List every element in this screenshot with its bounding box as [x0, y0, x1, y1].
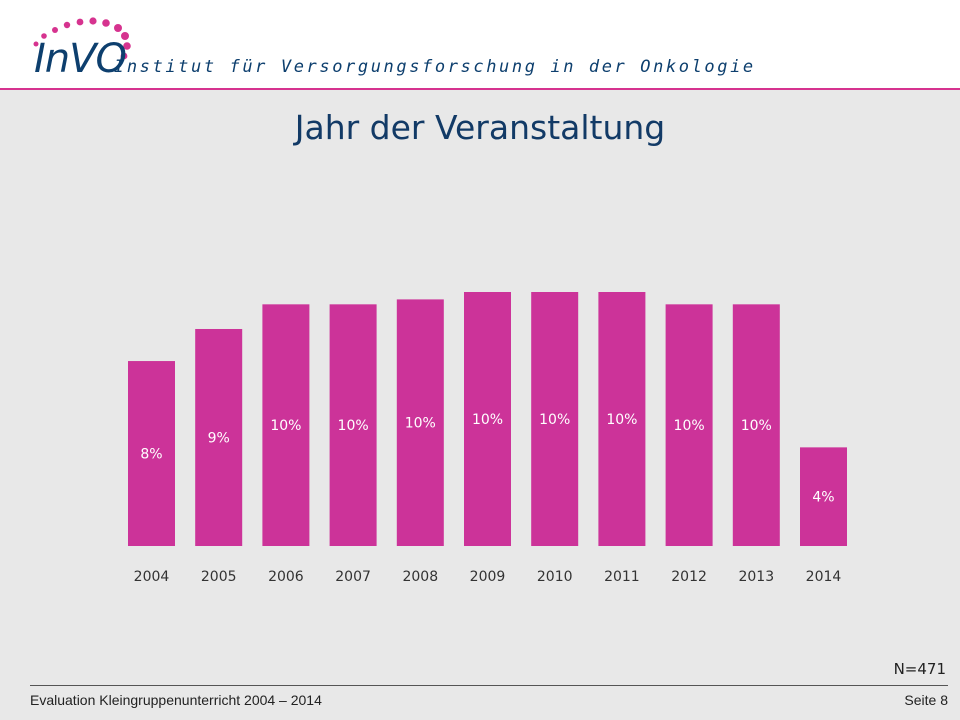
- data-label-2013: 10%: [741, 418, 772, 434]
- footer-divider: [30, 685, 948, 686]
- bar-2012: [665, 304, 713, 546]
- data-label-2010: 10%: [539, 412, 570, 428]
- data-label-2009: 10%: [472, 412, 503, 428]
- page-number: Seite 8: [904, 692, 948, 708]
- header-divider: [0, 88, 960, 90]
- x-tick-2007: 2007: [335, 569, 371, 585]
- data-label-2007: 10%: [338, 418, 369, 434]
- bar-2004: [128, 361, 175, 546]
- bar-2007: [329, 304, 377, 546]
- bar-2006: [262, 304, 310, 546]
- x-tick-2013: 2013: [738, 569, 774, 585]
- sample-size-label: N=471: [893, 660, 946, 678]
- bar-2014: [800, 447, 847, 546]
- bar-2013: [732, 304, 780, 546]
- x-tick-2004: 2004: [134, 569, 170, 585]
- data-label-2006: 10%: [270, 418, 301, 434]
- data-label-2014: 4%: [812, 490, 834, 506]
- bar-2010: [531, 292, 579, 546]
- x-tick-2008: 2008: [402, 569, 438, 585]
- footer-title: Evaluation Kleingruppenunterricht 2004 –…: [30, 692, 322, 708]
- bar-2005: [195, 328, 243, 546]
- x-tick-2012: 2012: [671, 569, 707, 585]
- x-tick-2009: 2009: [470, 569, 506, 585]
- data-label-2005: 9%: [208, 430, 230, 446]
- x-tick-2014: 2014: [806, 569, 842, 585]
- header: InVO Institut für Versorgungsforschung i…: [0, 0, 960, 90]
- slide-title: Jahr der Veranstaltung: [294, 108, 666, 147]
- logo-dots-icon: [33, 17, 131, 60]
- data-label-2004: 8%: [140, 447, 162, 463]
- logo-wordmark: InVO: [34, 36, 127, 82]
- x-tick-2005: 2005: [201, 569, 237, 585]
- x-tick-2011: 2011: [604, 569, 640, 585]
- bar-2009: [464, 292, 511, 546]
- data-label-2012: 10%: [674, 418, 705, 434]
- bar-2011: [598, 292, 646, 546]
- x-tick-2006: 2006: [268, 569, 304, 585]
- data-label-2008: 10%: [405, 416, 436, 432]
- data-label-2011: 10%: [606, 412, 637, 428]
- x-tick-2010: 2010: [537, 569, 573, 585]
- bar-2008: [396, 299, 444, 546]
- institute-name: Institut für Versorgungsforschung in der…: [114, 57, 756, 77]
